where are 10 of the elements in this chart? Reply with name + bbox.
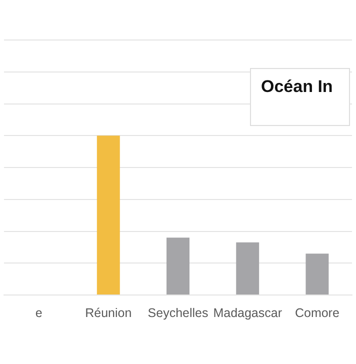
- bar: [236, 242, 260, 294]
- bar: [96, 136, 120, 294]
- bar: [306, 254, 329, 294]
- x-tick-label: e: [35, 306, 42, 320]
- x-tick-label: Madagascar: [213, 306, 282, 320]
- bar: [166, 238, 190, 294]
- text: Océan In: [250, 68, 350, 126]
- x-tick-label: Seychelles: [148, 306, 208, 320]
- x-tick-label: Réunion: [85, 306, 132, 320]
- x-tick-label: Comore: [294, 306, 340, 320]
